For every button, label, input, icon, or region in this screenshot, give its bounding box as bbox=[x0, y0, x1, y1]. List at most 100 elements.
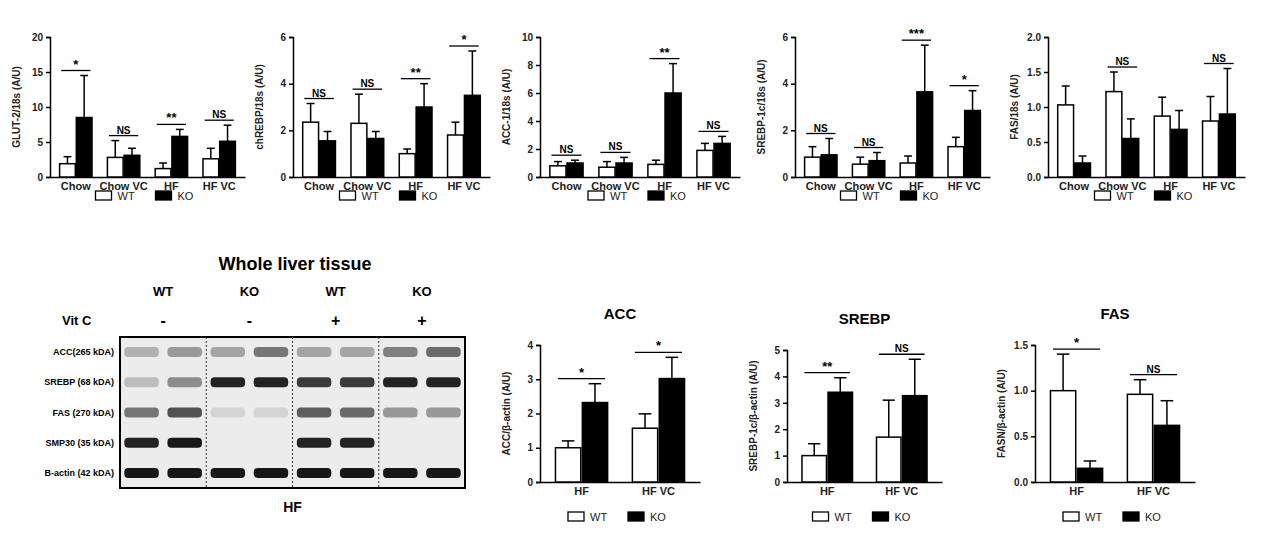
annotation: * bbox=[579, 365, 585, 380]
error-cap bbox=[1062, 85, 1070, 87]
error-bar bbox=[666, 357, 679, 378]
chart: 05101520ChowChow VCHFHF VCGLUT-2/18s (A/… bbox=[11, 32, 246, 202]
annotation: NS bbox=[360, 78, 374, 89]
y-tick-mark bbox=[289, 130, 293, 132]
error-line bbox=[594, 384, 596, 403]
y-axis-line bbox=[536, 38, 541, 178]
chart-title: SREBP bbox=[839, 310, 891, 327]
y-tick-label: 2.0 bbox=[1027, 32, 1041, 43]
error-line bbox=[1130, 119, 1132, 139]
blot-band bbox=[254, 408, 289, 418]
y-tick-label: 2 bbox=[782, 125, 788, 136]
y-tick: 0 bbox=[774, 477, 787, 488]
error-line bbox=[67, 157, 69, 164]
error-cap bbox=[372, 131, 380, 133]
y-tick-mark bbox=[536, 345, 540, 347]
bar bbox=[965, 111, 981, 178]
y-tick-mark bbox=[536, 37, 540, 39]
error-cap bbox=[80, 75, 88, 77]
y-tick-mark bbox=[783, 376, 787, 378]
legend: WTKO bbox=[1095, 190, 1193, 202]
x-tick: Chow bbox=[1059, 177, 1089, 192]
y-tick-mark bbox=[783, 455, 787, 457]
error-bar bbox=[468, 51, 476, 95]
y-tick-mark bbox=[536, 121, 540, 123]
blot-band bbox=[340, 408, 375, 418]
blot-footer: HF bbox=[283, 499, 302, 515]
error-cap bbox=[904, 155, 912, 157]
bar bbox=[1058, 105, 1074, 177]
error-bar bbox=[669, 64, 677, 93]
error-line bbox=[1089, 461, 1091, 468]
plot-area bbox=[555, 357, 684, 482]
bar bbox=[805, 157, 821, 177]
bar bbox=[203, 159, 219, 177]
y-tick: 4 bbox=[280, 78, 293, 89]
bar bbox=[1219, 114, 1235, 177]
error-cap bbox=[808, 443, 820, 445]
y-tick-label: 4 bbox=[527, 340, 533, 351]
y-tick-mark bbox=[783, 482, 787, 484]
error-bar bbox=[1062, 86, 1070, 105]
y-axis-title: chREBP/18s (A/U) bbox=[254, 64, 265, 150]
error-line bbox=[1139, 380, 1141, 395]
blot-column-label: WT bbox=[153, 284, 173, 299]
y-axis-title: SREBP-1c/18s (A/U) bbox=[756, 59, 767, 154]
error-line bbox=[606, 162, 608, 168]
chart: 0.00.51.01.5HFHF VCFASN/β-actin (A/U)FAS… bbox=[996, 305, 1196, 523]
error-cap bbox=[176, 129, 184, 131]
annotation: NS bbox=[707, 120, 721, 131]
x-tick: HF VC bbox=[948, 177, 981, 192]
error-cap bbox=[159, 162, 167, 164]
blot-row-label: FAS (270 kDA) bbox=[52, 408, 114, 418]
blot-title: Whole liver tissue bbox=[218, 254, 371, 274]
error-line bbox=[375, 132, 377, 139]
y-axis: 01234 bbox=[527, 340, 540, 488]
x-tick: HF VC bbox=[447, 177, 480, 192]
error-bar bbox=[921, 45, 929, 92]
y-tick-mark bbox=[1044, 107, 1048, 109]
legend-swatch bbox=[588, 191, 604, 200]
bar bbox=[220, 141, 236, 177]
legend-label: KO bbox=[650, 511, 666, 523]
y-axis: 0.00.51.01.52.0 bbox=[1027, 32, 1048, 183]
y-tick-mark bbox=[289, 177, 293, 179]
error-line bbox=[1227, 69, 1229, 115]
x-axis: ChowChow VCHFHF VC bbox=[541, 177, 741, 192]
y-tick-mark bbox=[536, 379, 540, 381]
annotation: * bbox=[656, 338, 662, 353]
bar bbox=[303, 122, 319, 177]
error-bar bbox=[1110, 72, 1118, 92]
error-cap bbox=[1127, 118, 1135, 120]
x-tick-label: Chow bbox=[304, 180, 334, 192]
annotation: NS bbox=[862, 137, 876, 148]
plot-area bbox=[802, 359, 927, 482]
error-line bbox=[115, 141, 117, 158]
x-axis: HFHF VC bbox=[788, 482, 943, 497]
x-tick: Chow bbox=[551, 177, 581, 192]
error-bar bbox=[856, 157, 864, 164]
annotation: NS bbox=[1212, 53, 1226, 64]
bar bbox=[155, 169, 171, 177]
y-tick-mark bbox=[289, 37, 293, 39]
y-tick: 5 bbox=[37, 137, 50, 148]
blot-band bbox=[124, 438, 159, 448]
y-tick: 15 bbox=[32, 67, 50, 78]
y-tick-mark bbox=[46, 142, 50, 144]
chart: 0246ChowChow VCHFHF VCchREBP/18s (A/U)NS… bbox=[254, 32, 491, 202]
bar bbox=[821, 155, 837, 177]
legend: WTKO bbox=[588, 190, 686, 202]
error-bar bbox=[904, 156, 912, 163]
y-tick: 4 bbox=[527, 340, 540, 351]
blot-band bbox=[211, 468, 246, 478]
y-tick-label: 2 bbox=[280, 125, 286, 136]
annotation: NS bbox=[1147, 364, 1161, 375]
error-cap bbox=[324, 131, 332, 133]
y-tick-mark bbox=[1031, 345, 1035, 347]
y-axis-line bbox=[1031, 346, 1036, 483]
x-tick: HF VC bbox=[885, 482, 918, 497]
legend-label: WT bbox=[610, 190, 627, 202]
error-bar bbox=[420, 84, 428, 107]
y-axis-line bbox=[791, 38, 796, 178]
blot-band bbox=[167, 347, 202, 357]
